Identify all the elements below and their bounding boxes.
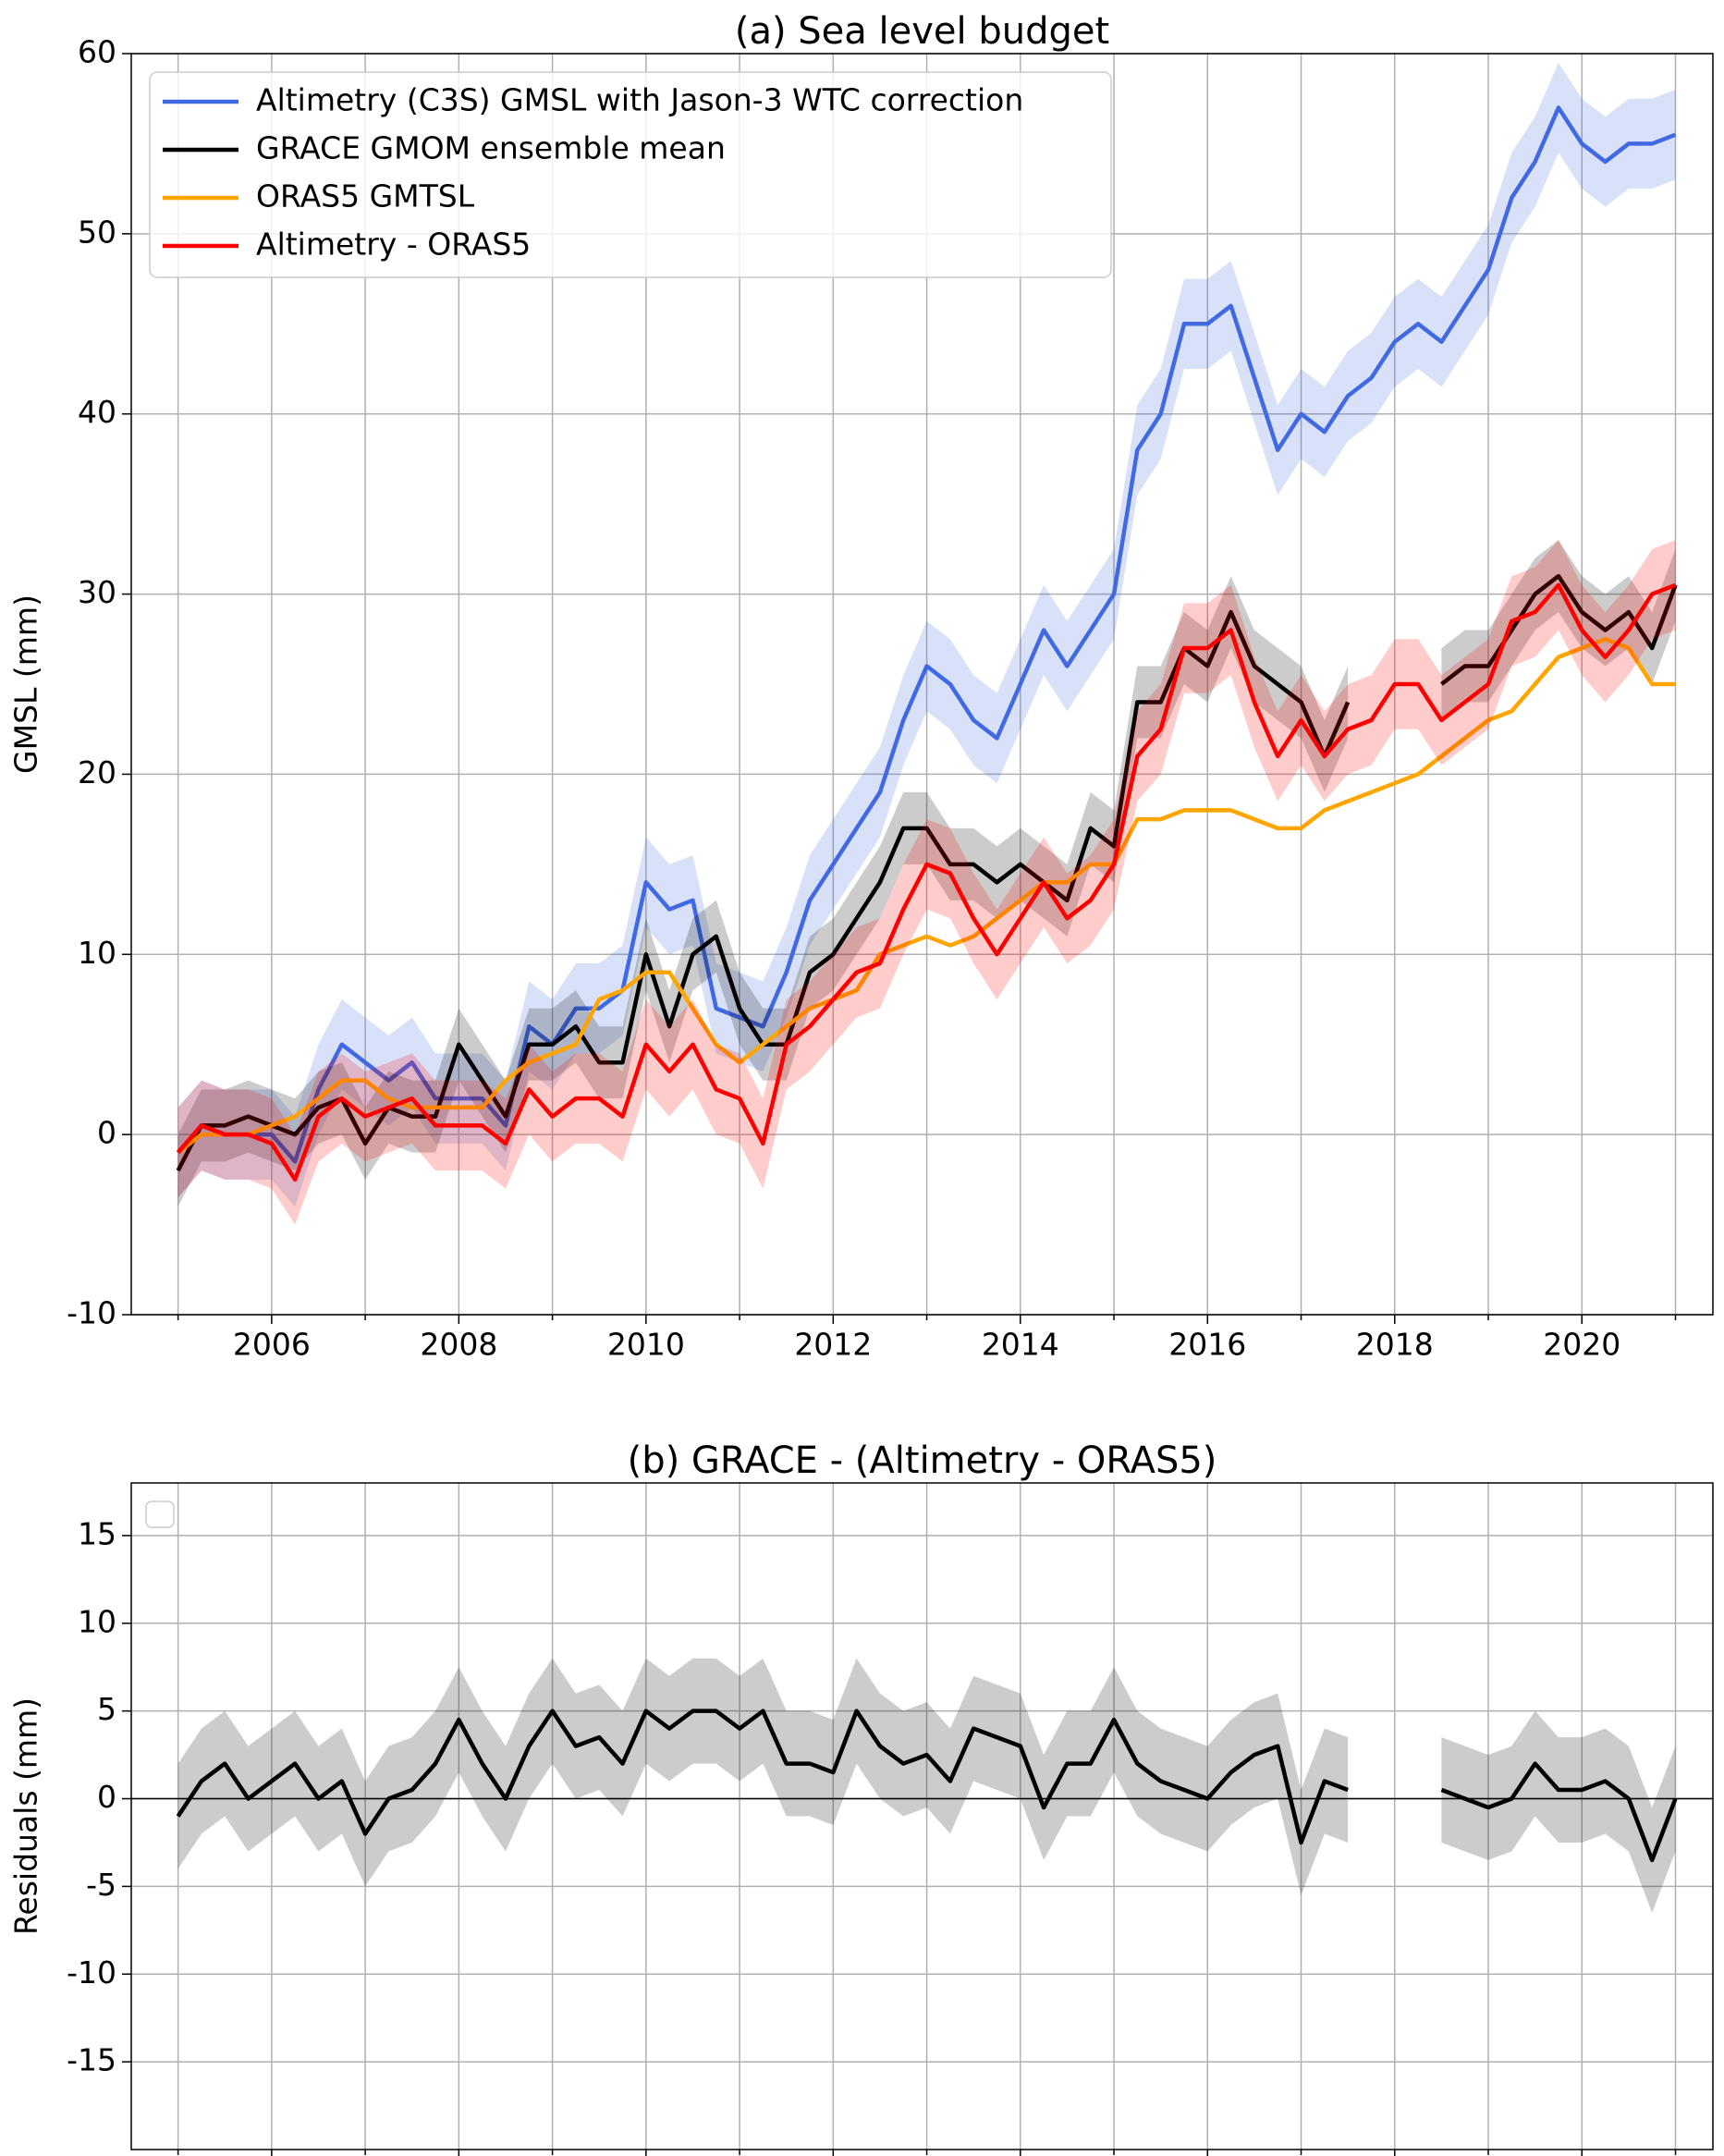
legend-box — [145, 1501, 175, 1528]
x-tick-label: 2012 — [794, 1327, 872, 1363]
y-tick-label: -10 — [67, 1954, 116, 1991]
y-tick-label: -5 — [86, 1867, 116, 1903]
uncertainty-band — [177, 1658, 1349, 1895]
y-tick-label: 0 — [97, 1115, 116, 1151]
legend: Altimetry (C3S) GMSL with Jason-3 WTC co… — [149, 71, 1112, 278]
y-tick-label: 40 — [78, 394, 116, 430]
y-axis-label: GMSL (mm) — [8, 594, 44, 774]
x-tick-label: 2016 — [1168, 1327, 1246, 1363]
series-line — [176, 1709, 1678, 1863]
y-tick-label: 0 — [97, 1779, 116, 1815]
y-tick-label: 50 — [78, 214, 116, 250]
legend-box — [149, 71, 1112, 278]
uncertainty-band — [1441, 1710, 1676, 1913]
uncertainty-band — [1441, 540, 1676, 720]
x-tick-label: 2014 — [982, 1327, 1059, 1363]
legend-label: Altimetry - ORAS5 — [256, 227, 531, 263]
series-line — [177, 637, 1676, 1155]
x-tick-label: 2020 — [1543, 1327, 1620, 1363]
panel: 2006 2008 2010 2012 2014 2016 2018 2020 -10 0 10 20… — [8, 10, 1714, 1363]
y-tick-label: 15 — [78, 1515, 116, 1551]
chart-title: (a) Sea level budget — [735, 10, 1109, 53]
legend-label: ORAS5 GMTSL — [256, 178, 475, 214]
x-tick-label: 2018 — [1356, 1327, 1434, 1363]
legend-label: GRACE GMOM ensemble mean — [256, 130, 726, 166]
x-tick-label: 2006 — [233, 1327, 311, 1363]
series-line — [176, 105, 1677, 1164]
uncertainty-band — [177, 540, 1676, 1225]
y-tick-label: 20 — [78, 754, 116, 790]
y-tick-label: 10 — [78, 1603, 116, 1639]
y-tick-label: 60 — [78, 34, 116, 70]
uncertainty-band — [177, 62, 1676, 1207]
panel: 20062008201020122014201620182020-15-10-5… — [8, 1439, 1714, 2156]
plot-frame — [130, 53, 1714, 1316]
plot-frame — [130, 1482, 1714, 2150]
y-tick-label: 30 — [78, 574, 116, 610]
y-tick-label: 5 — [97, 1691, 116, 1727]
legend-label: Altimetry (C3S) GMSL with Jason-3 WTC co… — [256, 82, 1023, 118]
series-line — [176, 582, 1677, 1182]
chart-title: (b) GRACE - (Altimetry - ORAS5) — [628, 1439, 1217, 1482]
y-axis-label: Residuals (mm) — [8, 1697, 44, 1935]
uncertainty-band — [177, 576, 1349, 1207]
x-tick-label: 2010 — [607, 1327, 685, 1363]
y-tick-label: -10 — [67, 1295, 116, 1331]
y-tick-label: 10 — [78, 935, 116, 971]
x-tick-label: 2008 — [420, 1327, 497, 1363]
y-tick-label: -15 — [67, 2042, 116, 2078]
